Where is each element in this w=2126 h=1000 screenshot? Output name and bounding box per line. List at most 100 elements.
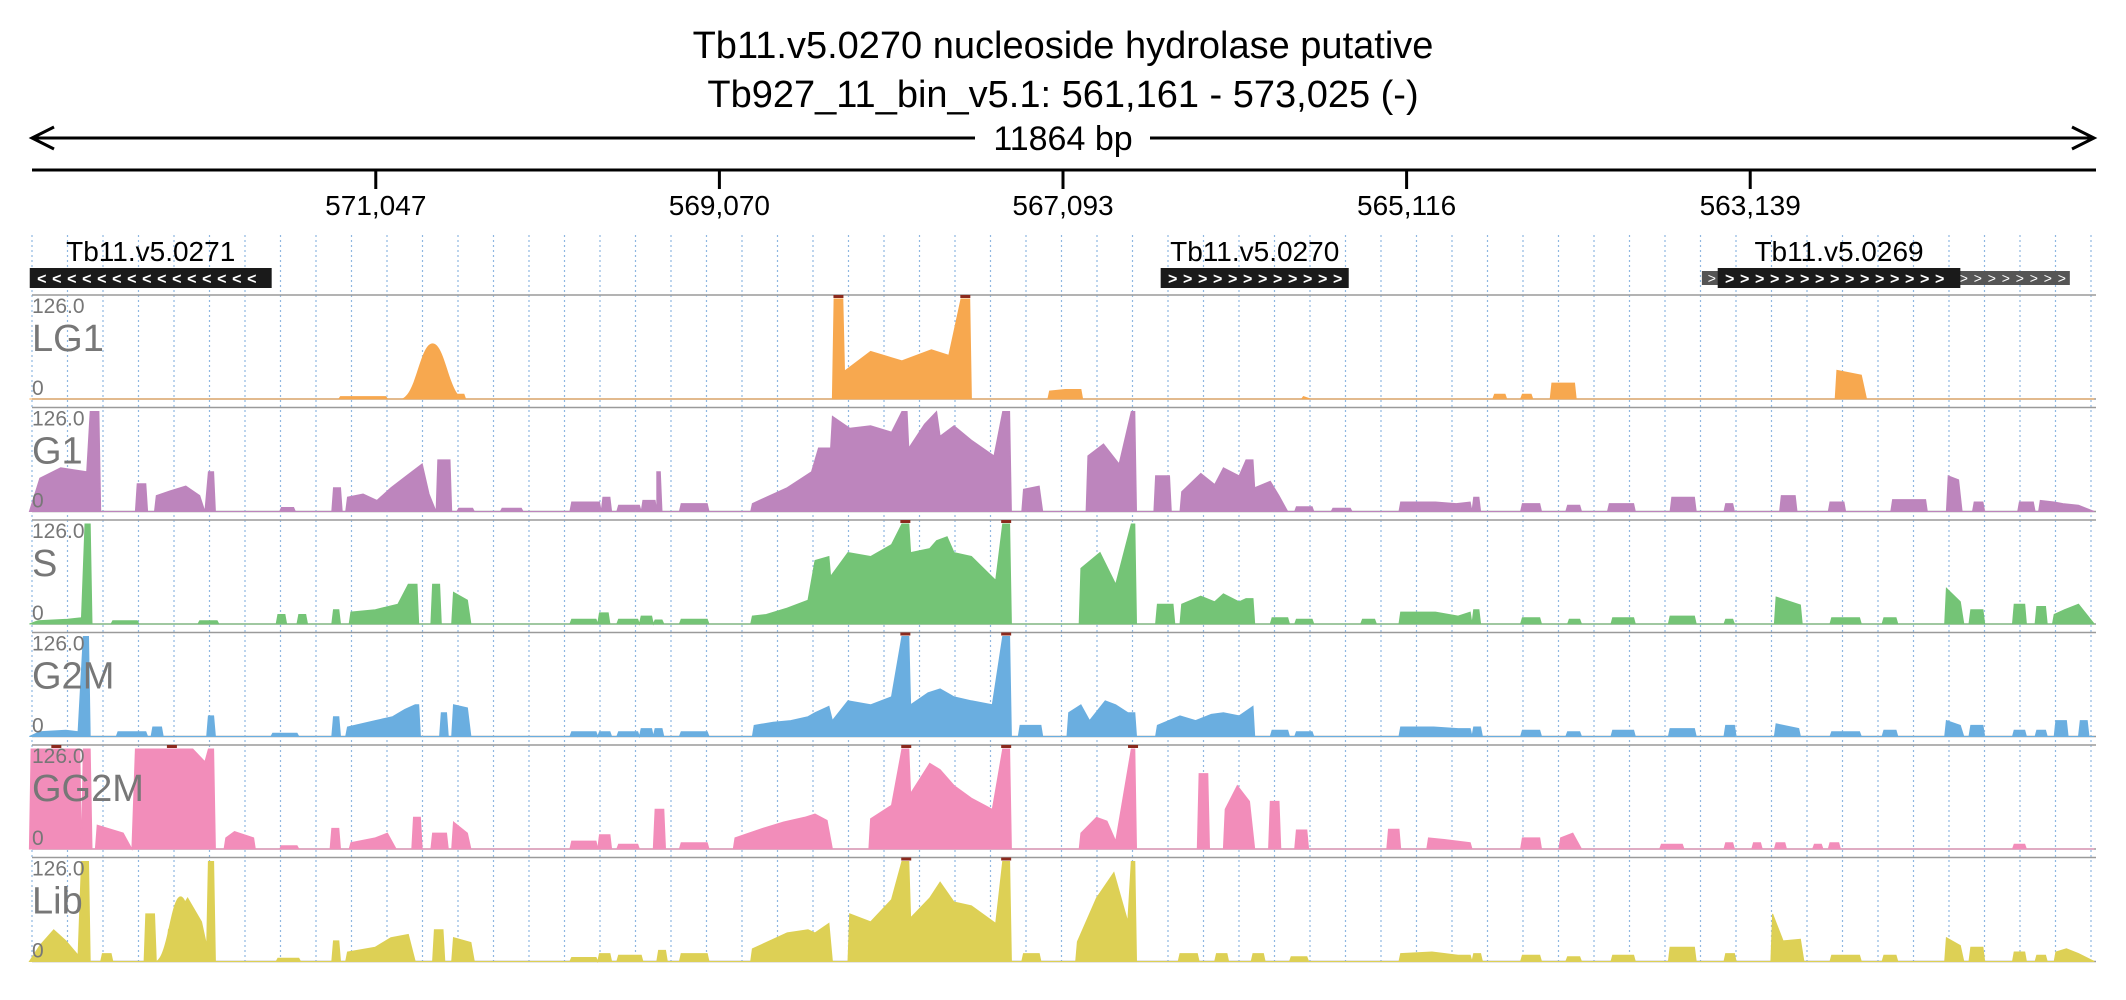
clip-marker <box>901 857 912 861</box>
strand-chevron-icon: > <box>1845 271 1854 288</box>
clip-marker <box>1001 632 1012 636</box>
strand-chevron-icon: < <box>142 271 151 288</box>
y-min-label: 0 <box>32 490 44 513</box>
gene-label: Tb11.v5.0270 <box>1170 236 1339 267</box>
strand-chevron-icon: > <box>1785 271 1794 288</box>
strand-chevron-icon: > <box>2058 270 2066 286</box>
y-min-label: 0 <box>32 827 44 850</box>
strand-chevron-icon: > <box>1960 270 1968 286</box>
strand-chevron-icon: > <box>1213 271 1222 288</box>
strand-chevron-icon: < <box>67 271 76 288</box>
axis-tick-label: 563,139 <box>1700 190 1801 221</box>
y-max-label: 126.0 <box>32 633 85 656</box>
strand-chevron-icon: > <box>2030 270 2038 286</box>
track-gg2m: 126.0 0 GG2M <box>28 744 2096 851</box>
gene-label: Tb11.v5.0269 <box>1754 236 1923 267</box>
track-g2m: 126.0 0 G2M <box>29 631 2096 739</box>
strand-chevron-icon: < <box>202 271 211 288</box>
coverage-peak <box>399 343 466 399</box>
strand-chevron-icon: > <box>1920 271 1929 288</box>
strand-chevron-icon: > <box>2002 270 2010 286</box>
strand-chevron-icon: > <box>1725 271 1734 288</box>
clip-marker <box>1001 745 1012 748</box>
coverage-area <box>29 298 2095 400</box>
strand-chevron-icon: > <box>1273 271 1282 288</box>
chart-title: Tb11.v5.0270 nucleoside hydrolase putati… <box>693 25 1434 67</box>
strand-chevron-icon: < <box>52 271 61 288</box>
clip-marker <box>900 520 911 523</box>
track-s: 126.0 0 S <box>29 519 2096 626</box>
y-min-label: 0 <box>32 377 44 400</box>
clip-marker <box>833 295 844 298</box>
coverage-tracks: 126.00LG1126.00G1126.00S126.00G2M126.00G… <box>28 294 2096 964</box>
strand-chevron-icon: > <box>1905 271 1914 288</box>
arrowhead-left-icon <box>28 125 55 151</box>
strand-chevron-icon: < <box>247 271 256 288</box>
region-length-label: 11864 bp <box>993 120 1132 158</box>
strand-chevron-icon: > <box>1800 271 1809 288</box>
strand-chevron-icon: > <box>1228 271 1237 288</box>
clip-marker <box>51 745 62 748</box>
y-max-label: 126.0 <box>32 520 85 543</box>
strand-chevron-icon: < <box>232 271 241 288</box>
strand-chevron-icon: > <box>1168 271 1177 288</box>
coverage-peak <box>154 896 207 962</box>
strand-chevron-icon: > <box>1258 271 1267 288</box>
track-name: S <box>32 543 57 585</box>
strand-chevron-icon: > <box>1935 271 1944 288</box>
strand-chevron-icon: < <box>217 271 226 288</box>
y-min-label: 0 <box>32 715 44 738</box>
chart-subtitle: Tb927_11_bin_v5.1: 561,161 - 573,025 (-) <box>707 74 1418 116</box>
strand-chevron-icon: > <box>1815 271 1824 288</box>
strand-chevron-icon: > <box>1333 271 1342 288</box>
strand-chevron-icon: > <box>1318 271 1327 288</box>
clip-marker <box>1128 745 1139 748</box>
strand-chevron-icon: < <box>112 271 121 288</box>
clip-marker <box>1001 520 1012 523</box>
strand-chevron-icon: > <box>1708 270 1716 286</box>
coverage-area <box>29 636 2095 739</box>
strand-chevron-icon: > <box>1740 271 1749 288</box>
axis-tick-label: 569,070 <box>669 190 770 221</box>
strand-chevron-icon: > <box>1988 270 1996 286</box>
clip-marker <box>166 745 177 748</box>
coverage-area <box>28 410 2095 512</box>
strand-chevron-icon: < <box>127 271 136 288</box>
gene-track: < < < < < < < < < < < < < < < Tb11.v5.0271 > > > > > > > > > > > > T… <box>29 236 2070 288</box>
arrowhead-right-icon <box>2071 125 2098 151</box>
track-name: G1 <box>32 431 83 473</box>
gene-body <box>29 268 272 288</box>
clip-marker <box>960 295 971 298</box>
strand-chevron-icon: > <box>1860 271 1869 288</box>
clip-marker <box>900 632 911 636</box>
strand-chevron-icon: > <box>1755 271 1764 288</box>
strand-chevron-icon: > <box>2016 270 2024 286</box>
track-name: Lib <box>32 881 83 923</box>
strand-chevron-icon: > <box>1770 271 1779 288</box>
axis-tick-label: 565,116 <box>1357 190 1456 221</box>
strand-chevron-icon: < <box>157 271 166 288</box>
track-name: GG2M <box>32 768 144 810</box>
strand-chevron-icon: > <box>1183 271 1192 288</box>
strand-chevron-icon: > <box>1875 271 1884 288</box>
track-name: LG1 <box>32 318 104 360</box>
y-max-label: 126.0 <box>32 408 85 431</box>
track-lg1: 126.0 0 LG1 <box>29 294 2096 400</box>
coverage-area <box>29 523 2096 626</box>
y-min-label: 0 <box>32 940 44 963</box>
strand-chevron-icon: > <box>2044 270 2052 286</box>
track-lib: 126.0 0 Lib <box>28 856 2096 964</box>
strand-chevron-icon: < <box>97 271 106 288</box>
strand-chevron-icon: < <box>37 271 46 288</box>
y-max-label: 126.0 <box>32 295 85 318</box>
strand-chevron-icon: > <box>1243 271 1252 288</box>
gene-label: Tb11.v5.0271 <box>66 236 235 267</box>
y-max-label: 126.0 <box>32 858 85 881</box>
strand-chevron-icon: < <box>172 271 181 288</box>
strand-chevron-icon: > <box>1890 271 1899 288</box>
strand-chevron-icon: < <box>187 271 196 288</box>
clip-marker <box>901 745 912 748</box>
strand-chevron-icon: > <box>1288 271 1297 288</box>
axis-tick-label: 571,047 <box>325 190 426 221</box>
